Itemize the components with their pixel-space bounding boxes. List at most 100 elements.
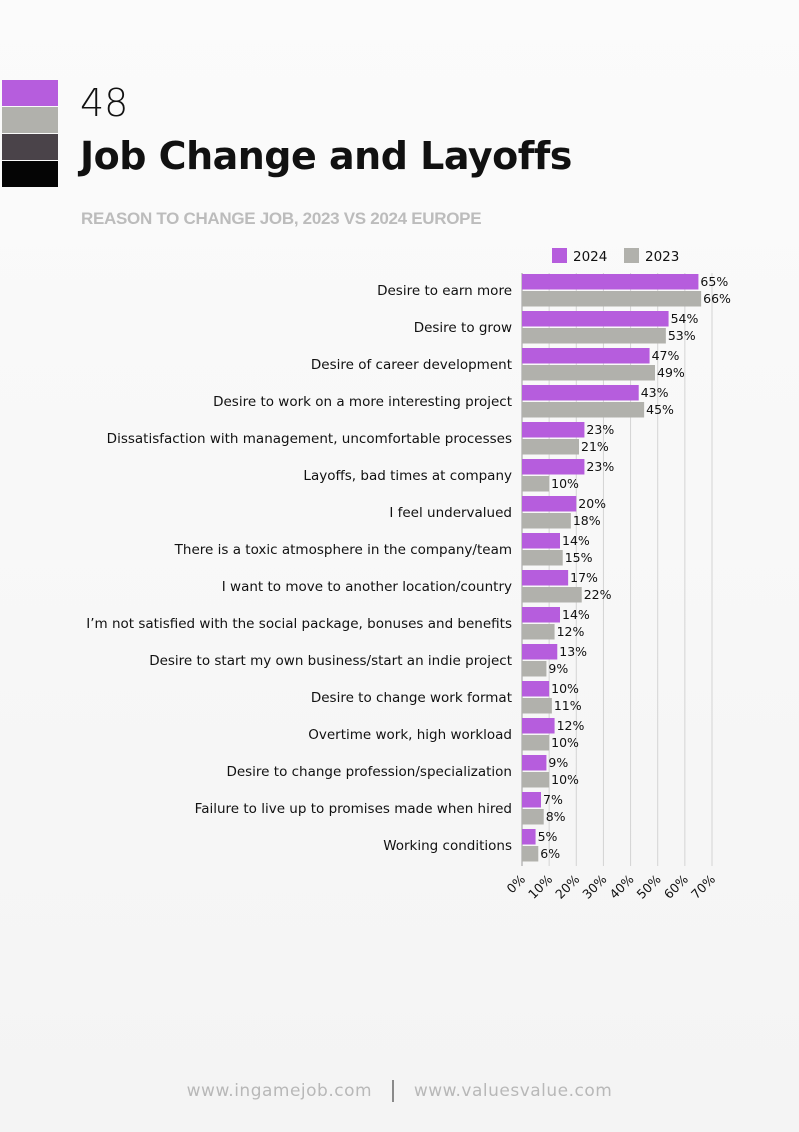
bar-2024 <box>522 792 541 808</box>
bar-2023 <box>522 550 563 566</box>
category-label: Desire of career development <box>311 357 512 373</box>
color-swatch-black <box>2 161 58 187</box>
color-swatch-gray <box>2 107 58 133</box>
data-label-2024: 23% <box>586 459 614 474</box>
category-label: Desire to grow <box>414 320 512 336</box>
data-label-2024: 23% <box>586 422 614 437</box>
category-label: Failure to live up to promises made when… <box>195 801 512 817</box>
data-label-2024: 14% <box>562 607 590 622</box>
bar-2024 <box>522 496 577 512</box>
category-label: There is a toxic atmosphere in the compa… <box>174 542 512 558</box>
footer-link-ingamejob[interactable]: www.ingamejob.com <box>186 1081 373 1101</box>
category-label: I’m not satisfied with the social packag… <box>86 616 512 632</box>
data-label-2023: 10% <box>551 735 579 750</box>
data-label-2024: 47% <box>652 348 680 363</box>
legend-swatch-2023 <box>624 248 639 263</box>
data-label-2023: 6% <box>540 846 560 861</box>
x-tick-label: 30% <box>579 871 609 901</box>
x-tick-label: 70% <box>688 871 718 901</box>
bar-2024 <box>522 311 669 327</box>
legend-label-2024: 2024 <box>573 249 607 265</box>
footer: www.ingamejob.com www.valuesvalue.com <box>0 1080 799 1102</box>
bar-2023 <box>522 846 539 862</box>
data-label-2023: 15% <box>565 550 593 565</box>
bar-2023 <box>522 587 582 603</box>
bar-2023 <box>522 402 645 418</box>
bar-2024 <box>522 644 558 660</box>
data-label-2023: 10% <box>551 476 579 491</box>
bar-2024 <box>522 755 547 771</box>
legend-swatch-2024 <box>552 248 567 263</box>
footer-separator <box>391 1080 394 1102</box>
category-label: Dissatisfaction with management, uncomfo… <box>107 431 512 447</box>
data-label-2023: 11% <box>554 698 582 713</box>
data-label-2024: 14% <box>562 533 590 548</box>
category-label: Desire to earn more <box>377 283 512 299</box>
data-label-2024: 65% <box>700 274 728 289</box>
data-label-2023: 22% <box>584 587 612 602</box>
data-label-2023: 10% <box>551 772 579 787</box>
data-label-2024: 9% <box>548 755 568 770</box>
category-label: I want to move to another location/count… <box>222 579 512 595</box>
data-label-2023: 21% <box>581 439 609 454</box>
data-label-2023: 49% <box>657 365 685 380</box>
bar-2023 <box>522 365 655 381</box>
data-label-2024: 13% <box>559 644 587 659</box>
legend-label-2023: 2023 <box>645 249 679 265</box>
data-label-2023: 8% <box>546 809 566 824</box>
bar-2024 <box>522 385 639 401</box>
x-tick-label: 50% <box>634 871 664 901</box>
x-tick-label: 20% <box>552 871 582 901</box>
category-label: Desire to change work format <box>311 690 512 706</box>
page-number: 48 <box>80 81 129 125</box>
footer-link-valuesvalue[interactable]: www.valuesvalue.com <box>413 1081 613 1101</box>
bar-2023 <box>522 476 550 492</box>
bar-2023 <box>522 661 547 677</box>
bar-2024 <box>522 681 550 697</box>
color-swatch-purple <box>2 80 58 106</box>
page-title: Job Change and Layoffs <box>80 134 572 178</box>
category-label: Layoffs, bad times at company <box>303 468 512 484</box>
data-label-2024: 10% <box>551 681 579 696</box>
x-tick-label: 10% <box>525 871 555 901</box>
category-label: Working conditions <box>383 838 512 854</box>
bar-2024 <box>522 829 536 845</box>
category-label: Desire to work on a more interesting pro… <box>213 394 512 410</box>
category-label: Desire to start my own business/start an… <box>149 653 512 669</box>
x-tick-label: 40% <box>606 871 636 901</box>
category-label: Overtime work, high workload <box>308 727 512 743</box>
data-label-2024: 43% <box>641 385 669 400</box>
x-tick-label: 60% <box>661 871 691 901</box>
bar-2024 <box>522 422 585 438</box>
category-label: Desire to change profession/specializati… <box>226 764 512 780</box>
data-label-2024: 54% <box>671 311 699 326</box>
bar-2024 <box>522 274 699 290</box>
x-tick-label: 0% <box>503 871 528 896</box>
data-label-2023: 9% <box>548 661 568 676</box>
bar-2023 <box>522 513 571 529</box>
data-label-2023: 45% <box>646 402 674 417</box>
data-label-2024: 17% <box>570 570 598 585</box>
data-label-2024: 5% <box>538 829 558 844</box>
bar-2023 <box>522 439 579 455</box>
bar-2024 <box>522 459 585 475</box>
data-label-2024: 12% <box>557 718 585 733</box>
chart-subtitle: REASON TO CHANGE JOB, 2023 VS 2024 EUROP… <box>81 209 482 228</box>
bar-2024 <box>522 607 560 623</box>
bar-2023 <box>522 291 702 307</box>
data-label-2024: 7% <box>543 792 563 807</box>
bar-2023 <box>522 624 555 640</box>
data-label-2023: 18% <box>573 513 601 528</box>
bar-2024 <box>522 533 560 549</box>
bar-2023 <box>522 328 666 344</box>
bar-2023 <box>522 698 552 714</box>
bar-2023 <box>522 772 550 788</box>
data-label-2023: 12% <box>557 624 585 639</box>
color-swatch-dark <box>2 134 58 160</box>
data-label-2023: 53% <box>668 328 696 343</box>
bar-2023 <box>522 809 544 825</box>
data-label-2024: 20% <box>578 496 606 511</box>
category-label: I feel undervalued <box>389 505 512 521</box>
bar-2024 <box>522 348 650 364</box>
